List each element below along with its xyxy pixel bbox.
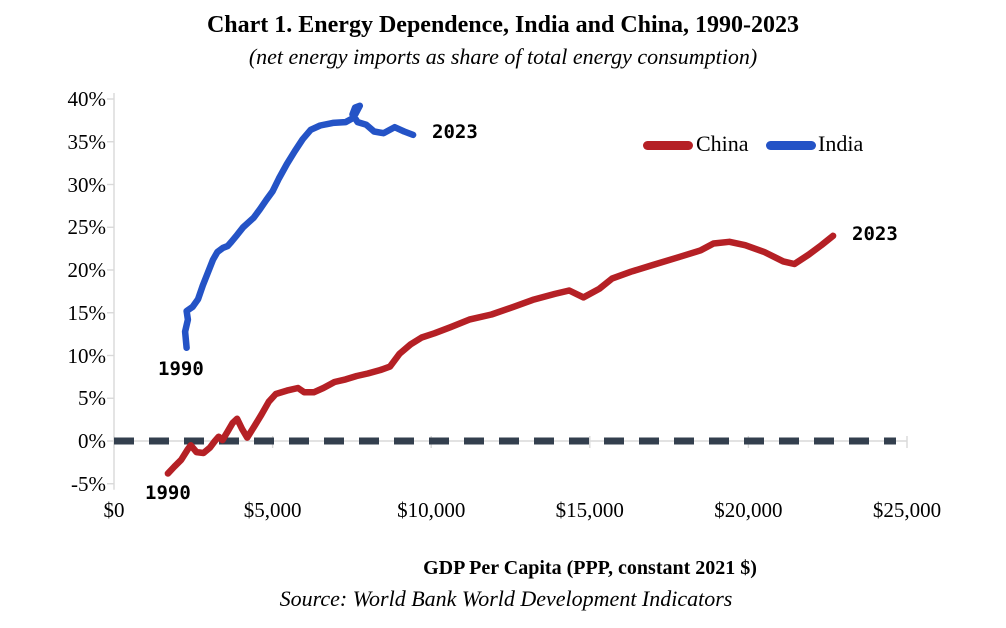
x-tick-label: $15,000 (555, 498, 624, 522)
y-tick-label: 10% (67, 343, 107, 368)
chart-subtitle: (net energy imports as share of total en… (248, 44, 758, 69)
annotation-china-1990: 1990 (145, 482, 191, 504)
x-tick-label: $25,000 (872, 498, 942, 522)
y-tick-label: 40% (67, 87, 107, 111)
x-tick-label: $5,000 (243, 498, 302, 522)
legend-china-swatch (643, 141, 693, 150)
chart-title: Chart 1. Energy Dependence, India and Ch… (206, 12, 800, 38)
y-tick-label: 20% (67, 258, 107, 282)
y-tick-label: 0% (78, 429, 106, 453)
y-tick-label: 5% (78, 386, 106, 411)
legend-india-label: India (818, 131, 864, 156)
y-tick-label: 35% (67, 129, 107, 154)
china-line (164, 232, 837, 477)
india-line (181, 102, 417, 352)
annotation-india-1990: 1990 (158, 358, 204, 380)
x-tick-label: $0 (103, 498, 125, 522)
y-tick-label: 25% (67, 215, 107, 240)
y-tick-label: -5% (71, 471, 106, 496)
source-note: Source: World Bank World Development Ind… (279, 586, 733, 611)
y-tick-label: 30% (67, 172, 107, 197)
x-axis-title: GDP Per Capita (PPP, constant 2021 $) (423, 557, 757, 579)
legend-china-label: China (696, 131, 749, 156)
x-tick-label: $10,000 (397, 498, 466, 522)
annotation-china-2023: 2023 (852, 223, 898, 245)
y-tick-label: 15% (67, 300, 107, 325)
legend-india-swatch (766, 141, 816, 150)
x-tick-label: $20,000 (714, 498, 783, 522)
annotation-india-2023: 2023 (432, 121, 478, 143)
